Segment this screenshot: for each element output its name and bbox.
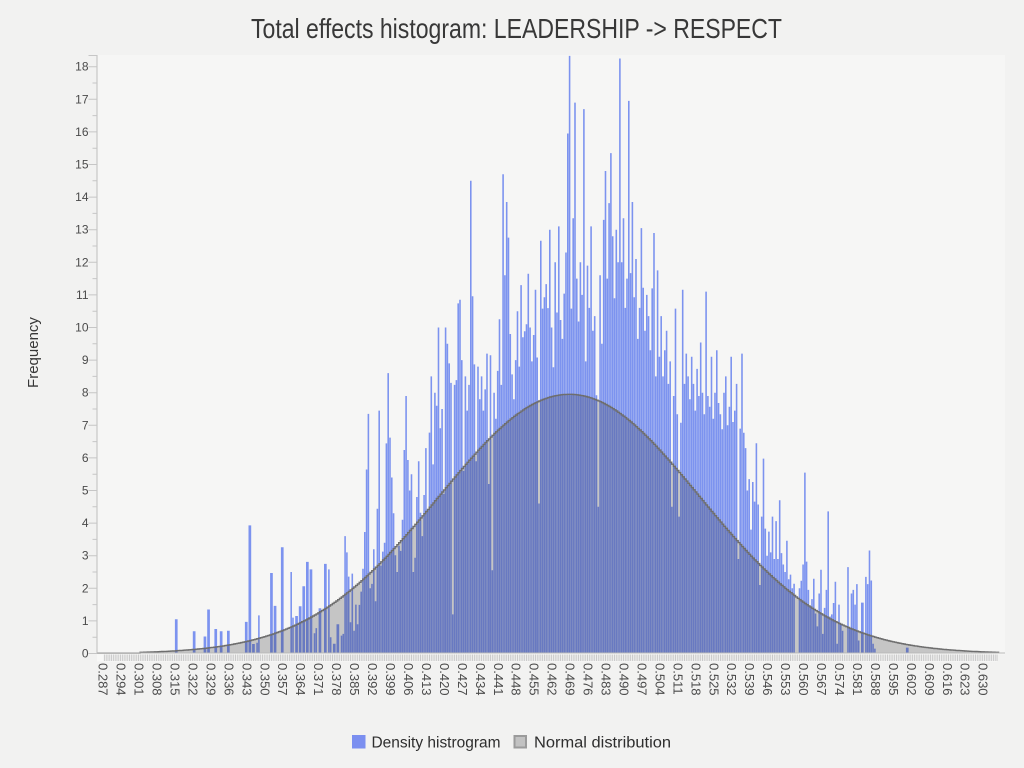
svg-text:0.476: 0.476 xyxy=(581,663,596,696)
svg-text:0.518: 0.518 xyxy=(688,663,703,696)
svg-text:Normal distribution: Normal distribution xyxy=(534,735,671,752)
svg-text:0.462: 0.462 xyxy=(545,663,560,696)
svg-text:0.560: 0.560 xyxy=(796,663,811,696)
svg-text:0: 0 xyxy=(82,647,89,661)
svg-text:0.616: 0.616 xyxy=(940,663,955,696)
svg-text:14: 14 xyxy=(75,190,89,204)
svg-text:0.588: 0.588 xyxy=(868,663,883,696)
svg-text:3: 3 xyxy=(82,549,89,563)
svg-text:0.553: 0.553 xyxy=(778,663,793,696)
svg-text:0.420: 0.420 xyxy=(437,663,452,696)
svg-text:0.595: 0.595 xyxy=(886,663,901,696)
svg-text:0.574: 0.574 xyxy=(832,663,847,696)
svg-text:0.413: 0.413 xyxy=(419,663,434,696)
svg-text:18: 18 xyxy=(75,60,89,74)
svg-text:0.350: 0.350 xyxy=(257,663,272,696)
svg-text:0.539: 0.539 xyxy=(742,663,757,696)
svg-text:0.399: 0.399 xyxy=(383,663,398,696)
svg-text:2: 2 xyxy=(82,581,89,595)
svg-text:0.504: 0.504 xyxy=(652,663,667,696)
svg-text:0.357: 0.357 xyxy=(275,663,290,696)
svg-text:10: 10 xyxy=(75,321,89,335)
svg-text:0.490: 0.490 xyxy=(617,663,632,696)
svg-text:0.315: 0.315 xyxy=(168,663,183,696)
svg-text:7: 7 xyxy=(82,418,89,432)
svg-text:0.427: 0.427 xyxy=(455,663,470,696)
svg-text:0.497: 0.497 xyxy=(635,663,650,696)
svg-text:0.301: 0.301 xyxy=(132,663,147,696)
svg-text:Total effects histogram: LEADE: Total effects histogram: LEADERSHIP -> R… xyxy=(251,13,782,44)
svg-text:0.329: 0.329 xyxy=(203,663,218,696)
svg-text:5: 5 xyxy=(82,484,89,498)
svg-text:15: 15 xyxy=(75,158,89,172)
svg-text:13: 13 xyxy=(75,223,89,237)
svg-text:0.371: 0.371 xyxy=(311,663,326,696)
svg-text:11: 11 xyxy=(76,288,89,302)
svg-text:0.455: 0.455 xyxy=(527,663,542,696)
svg-text:0.392: 0.392 xyxy=(365,663,380,696)
svg-text:17: 17 xyxy=(75,92,89,106)
svg-text:0.287: 0.287 xyxy=(96,663,111,696)
svg-text:0.364: 0.364 xyxy=(293,663,308,696)
svg-text:0.322: 0.322 xyxy=(185,663,200,696)
svg-text:0.532: 0.532 xyxy=(724,663,739,696)
svg-text:4: 4 xyxy=(82,516,89,530)
svg-text:Frequency: Frequency xyxy=(25,317,42,388)
svg-text:0.406: 0.406 xyxy=(401,663,416,696)
svg-text:0.581: 0.581 xyxy=(850,663,865,696)
svg-text:0.609: 0.609 xyxy=(922,663,937,696)
svg-text:0.525: 0.525 xyxy=(706,663,721,696)
svg-text:0.385: 0.385 xyxy=(347,663,362,696)
svg-text:0.546: 0.546 xyxy=(760,663,775,696)
svg-text:0.483: 0.483 xyxy=(599,663,614,696)
svg-text:0.336: 0.336 xyxy=(221,663,236,696)
svg-text:0.343: 0.343 xyxy=(239,663,254,696)
svg-text:12: 12 xyxy=(75,255,89,269)
svg-text:0.308: 0.308 xyxy=(150,663,165,696)
svg-text:6: 6 xyxy=(82,451,89,465)
svg-text:0.623: 0.623 xyxy=(958,663,973,696)
svg-text:0.567: 0.567 xyxy=(814,663,829,696)
svg-text:0.441: 0.441 xyxy=(491,663,506,696)
svg-text:16: 16 xyxy=(75,125,89,139)
svg-text:Density histrogram: Density histrogram xyxy=(372,735,501,752)
svg-text:0.378: 0.378 xyxy=(329,663,344,696)
svg-text:8: 8 xyxy=(82,386,89,400)
svg-text:0.602: 0.602 xyxy=(904,663,919,696)
svg-text:1: 1 xyxy=(82,614,89,628)
svg-text:0.448: 0.448 xyxy=(509,663,524,696)
svg-text:0.434: 0.434 xyxy=(473,663,488,696)
svg-text:9: 9 xyxy=(82,353,89,367)
svg-text:0.469: 0.469 xyxy=(563,663,578,696)
svg-text:0.294: 0.294 xyxy=(114,663,129,696)
svg-text:0.630: 0.630 xyxy=(976,663,991,696)
svg-text:0.511: 0.511 xyxy=(670,663,685,695)
